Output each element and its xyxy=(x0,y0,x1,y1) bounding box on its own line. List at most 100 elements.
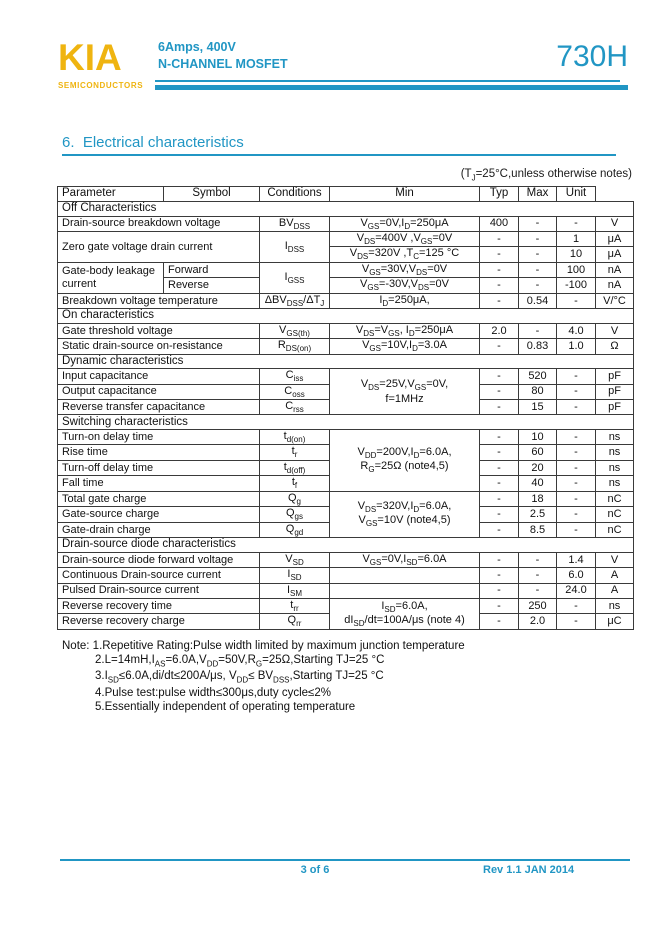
cell-parameter: Gate threshold voltage xyxy=(57,322,260,340)
cell-value: - xyxy=(479,613,519,630)
cell-parameter: Turn-off delay time xyxy=(57,459,260,477)
section-row: Switching characteristics xyxy=(57,414,634,430)
cell-parameter: Reverse recovery time xyxy=(57,598,260,615)
cell-value: - xyxy=(479,567,519,584)
note-line: 4.Pulse test:pulse width≤300μs,duty cycl… xyxy=(95,687,331,700)
cell-value: - xyxy=(479,598,519,615)
cell-value: - xyxy=(518,322,557,340)
device-type: N-CHANNEL MOSFET xyxy=(158,57,288,71)
cell-value: - xyxy=(518,215,557,232)
cell-unit: ns xyxy=(595,475,634,492)
cell-conditions: VDS=320V ,TC=125 °C xyxy=(329,246,480,263)
table-row: Total gate charge Qg VDS=320V,ID=6.0A, VGS=… xyxy=(57,490,634,539)
cell-value: - xyxy=(479,230,519,248)
table-row: Reverse transfer capacitance Crss -15- pF xyxy=(57,399,634,416)
cell-unit: V/°C xyxy=(595,292,634,310)
cell-unit: nA xyxy=(595,261,634,279)
cell-symbol: Qgd xyxy=(259,521,330,539)
cell-conditions: VDS=400V ,VGS=0V xyxy=(329,230,480,248)
cell-value: 6.0 xyxy=(556,567,596,584)
cell-value: 520 xyxy=(518,368,557,385)
char-table-body: Off Characteristics Drain-source breakdow… xyxy=(57,201,634,630)
cell-unit: pF xyxy=(595,383,634,401)
cell-value: - xyxy=(518,277,557,294)
cell-value: - xyxy=(518,230,557,248)
cell-value: - xyxy=(479,521,519,539)
cell-parameter: Gate-drain charge xyxy=(57,521,260,539)
cell-value: 20 xyxy=(518,459,557,477)
note-line: Note: 1.Repetitive Rating:Pulse width li… xyxy=(62,640,465,652)
cell-value: 2.0 xyxy=(518,613,557,630)
cell-unit: μA xyxy=(595,246,634,263)
cell-parameter: Gate-body leakage current xyxy=(57,261,164,294)
cell-unit: μA xyxy=(595,230,634,248)
cell-value: 0.54 xyxy=(518,292,557,310)
logo-text: KIA xyxy=(58,37,122,78)
cell-symbol: RDS(on) xyxy=(259,338,330,355)
column-header-max: Max xyxy=(518,186,557,202)
section-label: Off Characteristics xyxy=(57,201,634,217)
cell-conditions: VDS=VGS, ID=250μA xyxy=(329,322,480,340)
table-row: Gate-drain charge Qgd -8.5- nC xyxy=(57,521,634,539)
column-header-conditions: Conditions xyxy=(259,186,330,202)
cell-unit: ns xyxy=(595,459,634,477)
table-row: Gate threshold voltage VGS(th) VDS=VGS, ID… xyxy=(57,322,634,340)
table-row: Reverse recovery time trr ISD=6.0A, dISD/dt… xyxy=(57,598,634,630)
column-header-unit: Unit xyxy=(556,186,596,202)
cell-value: 8.5 xyxy=(518,521,557,539)
cell-conditions: ISD=6.0A, dISD/dt=100A/μs (note 4) xyxy=(329,598,480,630)
cell-conditions: VGS=-30V,VDS=0V xyxy=(329,277,480,294)
table-row: Pulsed Drain-source current ISM - -24.0 A xyxy=(57,582,634,600)
cell-symbol: BVDSS xyxy=(259,215,330,232)
cell-conditions: ID=250μA, xyxy=(329,292,480,310)
cell-value: 2.0 xyxy=(479,322,519,340)
cell-value: - xyxy=(479,383,519,401)
cell-symbol: ISM xyxy=(259,582,330,600)
cell-unit: V xyxy=(595,215,634,232)
cell-conditions: VDS=320V,ID=6.0A, VGS=10V (note4,5) xyxy=(329,490,480,539)
cell-parameter: Reverse transfer capacitance xyxy=(57,399,260,416)
cell-parameter: Reverse recovery charge xyxy=(57,613,260,630)
cell-symbol: trr xyxy=(259,598,330,615)
cell-parameter: Breakdown voltage temperature xyxy=(57,292,260,310)
section-row: Drain-source diode characteristics xyxy=(57,537,634,553)
cell-symbol: ISD xyxy=(259,567,330,584)
cell-conditions: VGS=10V,ID=3.0A xyxy=(329,338,480,355)
cell-conditions xyxy=(329,567,480,584)
cell-value: 4.0 xyxy=(556,322,596,340)
cell-value: 18 xyxy=(518,490,557,508)
cell-value: - xyxy=(479,277,519,294)
cell-value: - xyxy=(518,582,557,600)
column-header-typ: Typ xyxy=(479,186,519,202)
cell-unit: pF xyxy=(595,399,634,416)
cell-value: - xyxy=(479,399,519,416)
note-line: 5.Essentially independent of operating t… xyxy=(95,700,356,713)
cell-parameter: Pulsed Drain-source current xyxy=(57,582,260,600)
footer-rule xyxy=(60,859,630,861)
section-label: On characteristics xyxy=(57,308,634,324)
table-row: Turn-on delay time td(on) VDD=200V,ID=6.0A… xyxy=(57,428,634,492)
cell-value: 10 xyxy=(556,246,596,263)
cell-symbol: ΔBVDSS/ΔTJ xyxy=(259,292,330,310)
cell-value: - xyxy=(518,551,557,569)
table-row: Static drain-source on-resistance RDS(on)… xyxy=(57,338,634,355)
cell-value: - xyxy=(556,459,596,477)
header-rule-thin xyxy=(155,80,620,82)
note-line: 2.L=14mH,IAS=6.0A,VDD=50V,RG=25Ω,Startin… xyxy=(95,653,385,668)
cell-value: 1.4 xyxy=(556,551,596,569)
table-row: Drain-source breakdown voltage BVDSS VGS=0… xyxy=(57,215,634,232)
cell-unit: nC xyxy=(595,490,634,508)
cell-value: - xyxy=(479,292,519,310)
cell-value: - xyxy=(479,368,519,385)
cell-value: - xyxy=(556,444,596,461)
cell-value: 2.5 xyxy=(518,506,557,523)
table-row: Fall time tf -40- ns xyxy=(57,475,634,492)
column-header-parameter: Parameter xyxy=(57,186,164,202)
cell-parameter-sub: Reverse xyxy=(163,277,260,294)
cell-symbol: IGSS xyxy=(259,261,330,294)
cell-symbol: Ciss xyxy=(259,368,330,385)
cell-value: 10 xyxy=(518,428,557,446)
cell-conditions: VDS=25V,VGS=0V, f=1MHz xyxy=(329,368,480,416)
cell-value: - xyxy=(556,598,596,615)
cell-symbol: tf xyxy=(259,475,330,492)
